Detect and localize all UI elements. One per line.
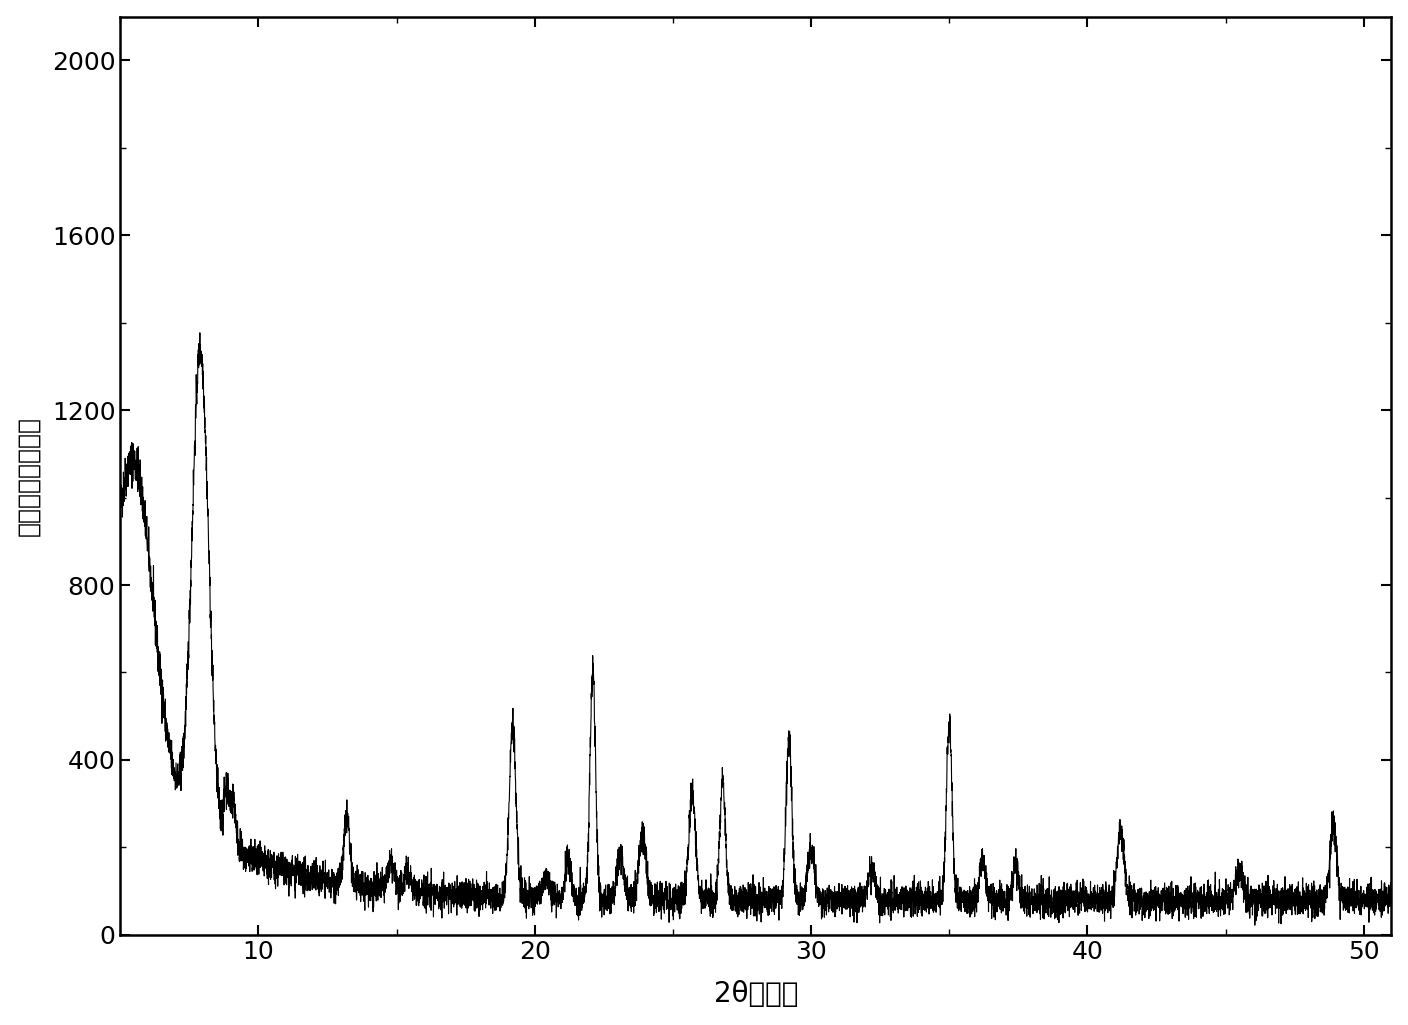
Y-axis label: 强度（任意强度）: 强度（任意强度）	[17, 416, 41, 536]
X-axis label: 2θ（度）: 2θ（度）	[714, 980, 798, 1009]
